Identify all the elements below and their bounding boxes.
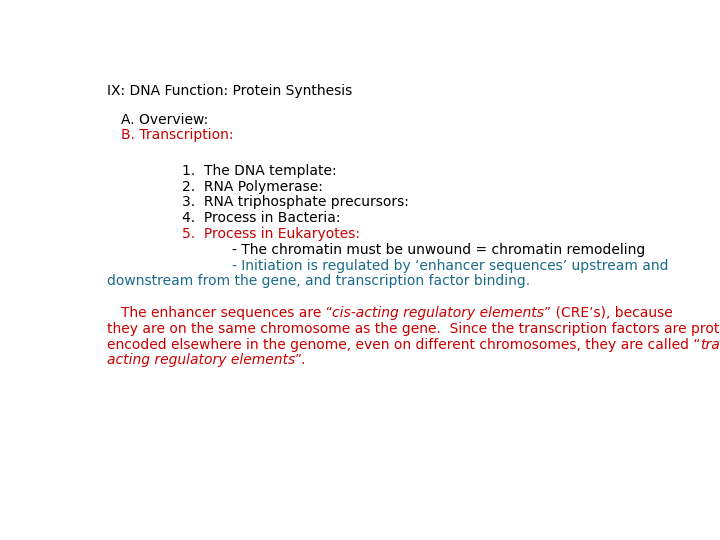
Text: encoded elsewhere in the genome, even on different chromosomes, they are called : encoded elsewhere in the genome, even on… [107,338,700,352]
Text: - Initiation is regulated by ‘enhancer sequences’ upstream and: - Initiation is regulated by ‘enhancer s… [233,259,669,273]
Text: ” (CRE’s), because: ” (CRE’s), because [544,306,673,320]
Text: cis-acting regulatory elements: cis-acting regulatory elements [333,306,544,320]
Text: - The chromatin must be unwound = chromatin remodeling: - The chromatin must be unwound = chroma… [233,243,646,256]
Text: 2.  RNA Polymerase:: 2. RNA Polymerase: [182,180,323,193]
Text: 5.  Process in Eukaryotes:: 5. Process in Eukaryotes: [182,227,360,241]
Text: B. Transcription:: B. Transcription: [121,128,233,142]
Text: acting regulatory elements: acting regulatory elements [107,353,295,367]
Text: 1.  The DNA template:: 1. The DNA template: [182,164,337,178]
Text: ”.: ”. [295,353,307,367]
Text: trans-: trans- [700,338,720,352]
Text: A. Overview:: A. Overview: [121,113,208,126]
Text: IX: DNA Function: Protein Synthesis: IX: DNA Function: Protein Synthesis [107,84,352,98]
Text: The enhancer sequences are “: The enhancer sequences are “ [107,306,333,320]
Text: 3.  RNA triphosphate precursors:: 3. RNA triphosphate precursors: [182,195,409,210]
Text: they are on the same chromosome as the gene.  Since the transcription factors ar: they are on the same chromosome as the g… [107,322,720,336]
Text: 4.  Process in Bacteria:: 4. Process in Bacteria: [182,211,341,225]
Text: downstream from the gene, and transcription factor binding.: downstream from the gene, and transcript… [107,274,530,288]
